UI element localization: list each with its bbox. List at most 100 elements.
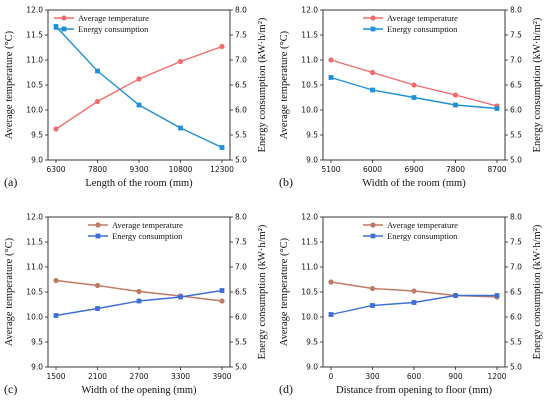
left-tick-label: 12.0	[301, 213, 318, 222]
x-tick-label: 0	[329, 372, 334, 381]
legend-label: Energy consumption	[387, 231, 458, 241]
right-tick-label: 6.0	[510, 106, 522, 115]
right-tick-label: 6.0	[235, 106, 247, 115]
x-tick-label: 5100	[321, 165, 340, 174]
temperature-data-point	[219, 298, 225, 304]
left-tick-label: 12.0	[301, 6, 318, 15]
left-tick-label: 11.0	[26, 263, 43, 272]
panel-d: 9.0 9.5 10.0 10.5 11.0 11.5 12.0 5.0 5.5 6.0 6.5 7.…	[279, 213, 543, 396]
left-tick-label: 12.0	[26, 213, 43, 222]
right-tick-label: 7.0	[235, 263, 247, 272]
right-tick-label: 5.0	[510, 363, 522, 372]
energy-data-point	[178, 294, 183, 300]
right-tick-label: 8.0	[235, 213, 247, 222]
temperature-data-point	[328, 279, 334, 285]
energy-data-point	[494, 293, 500, 298]
legend-marker-circle	[61, 15, 67, 21]
left-tick-label: 10.0	[301, 106, 318, 115]
right-tick-label: 7.5	[235, 238, 247, 247]
left-tick-label: 10.5	[301, 81, 318, 90]
energy-data-point	[453, 102, 458, 108]
temperature-data-point	[411, 82, 417, 88]
right-axis-title: Energy consumption (kW·h/m²)	[257, 17, 268, 152]
right-tick-label: 6.5	[510, 288, 522, 297]
panel-a: 9.0 9.5 10.0 10.5 11.0 11.5 12.0 5.0 5.5 6.0 6.5 7.…	[4, 6, 268, 189]
right-tick-label: 6.5	[510, 81, 522, 90]
left-tick-label: 9.0	[306, 363, 318, 372]
left-tick-label: 9.0	[306, 156, 318, 165]
left-tick-label: 10.0	[301, 313, 318, 322]
left-tick-label: 11.0	[301, 56, 318, 65]
left-tick-label: 10.0	[26, 313, 43, 322]
temperature-data-point	[94, 98, 101, 105]
energy-data-point	[370, 87, 375, 93]
x-tick-label: 3900	[212, 372, 231, 381]
panel-c: 9.0 9.5 10.0 10.5 11.0 11.5 12.0 5.0 5.5 6.0 6.5 7.…	[4, 213, 268, 396]
x-tick-label: 6900	[404, 165, 423, 174]
left-tick-label: 9.5	[31, 338, 43, 347]
energy-data-point	[95, 306, 100, 311]
left-tick-label: 12.0	[26, 6, 43, 15]
legend-label: Energy consumption	[112, 231, 183, 241]
left-tick-label: 11.5	[301, 31, 318, 40]
left-tick-label: 9.5	[306, 131, 318, 140]
temperature-data-point	[452, 92, 459, 98]
legend-label: Energy consumption	[387, 24, 458, 34]
right-tick-label: 5.0	[510, 156, 522, 165]
legend-marker-square	[61, 26, 67, 32]
x-tick-label: 900	[448, 372, 463, 381]
left-tick-label: 11.5	[301, 238, 318, 247]
right-tick-label: 5.5	[510, 338, 522, 347]
energy-data-point	[136, 298, 142, 304]
x-tick-label: 6300	[46, 165, 65, 174]
x-axis-title: Distance from opening to floor (mm)	[336, 385, 493, 396]
x-tick-label: 1500	[46, 372, 65, 381]
right-tick-label: 5.0	[235, 156, 247, 165]
x-tick-label: 300	[365, 372, 380, 381]
left-tick-label: 11.5	[26, 31, 43, 40]
left-axis-title: Average temperature (°C)	[279, 237, 290, 346]
energy-series-line	[55, 26, 223, 149]
energy-data-point	[370, 303, 375, 308]
legend-marker-circle	[370, 222, 376, 228]
temperature-data-point	[369, 285, 376, 292]
energy-data-point	[328, 312, 334, 317]
right-tick-label: 6.0	[510, 313, 522, 322]
panel-label: (a)	[4, 175, 17, 189]
right-tick-label: 8.0	[510, 6, 522, 15]
left-tick-label: 9.5	[31, 131, 43, 140]
legend-label: Average temperature	[78, 13, 149, 23]
panel-b: 9.0 9.5 10.0 10.5 11.0 11.5 12.0 5.0 5.5 6.0 6.5 7.…	[279, 6, 543, 189]
x-tick-label: 2700	[129, 372, 148, 381]
left-tick-label: 10.5	[26, 288, 43, 297]
legend-marker-square	[370, 233, 376, 239]
left-tick-label: 10.0	[26, 106, 43, 115]
energy-series-line	[330, 76, 498, 110]
legend-marker-circle	[95, 222, 101, 228]
right-tick-label: 7.5	[235, 31, 247, 40]
right-tick-label: 5.5	[235, 131, 247, 140]
right-tick-label: 7.0	[235, 56, 247, 65]
temperature-data-point	[136, 76, 142, 82]
legend-label: Average temperature	[112, 220, 183, 230]
energy-data-point	[178, 125, 183, 131]
temperature-series-line	[55, 45, 223, 130]
right-tick-label: 7.5	[510, 238, 522, 247]
x-tick-label: 600	[407, 372, 422, 381]
right-tick-label: 6.0	[235, 313, 247, 322]
panel-label: (c)	[4, 382, 17, 396]
x-tick-label: 10800	[169, 165, 193, 174]
legend-label: Average temperature	[387, 220, 458, 230]
right-tick-label: 6.5	[235, 288, 247, 297]
x-axis-title: Width of the room (mm)	[362, 178, 466, 189]
right-axis-title: Energy consumption (kW·h/m²)	[257, 224, 268, 359]
right-tick-label: 8.0	[510, 213, 522, 222]
left-axis-title: Average temperature (°C)	[4, 30, 15, 139]
energy-data-point	[219, 145, 225, 150]
temperature-data-point	[369, 69, 376, 76]
energy-data-point	[494, 106, 500, 111]
right-tick-label: 8.0	[235, 6, 247, 15]
left-tick-label: 9.5	[306, 338, 318, 347]
temperature-data-point	[219, 43, 225, 50]
legend-label: Average temperature	[387, 13, 458, 23]
